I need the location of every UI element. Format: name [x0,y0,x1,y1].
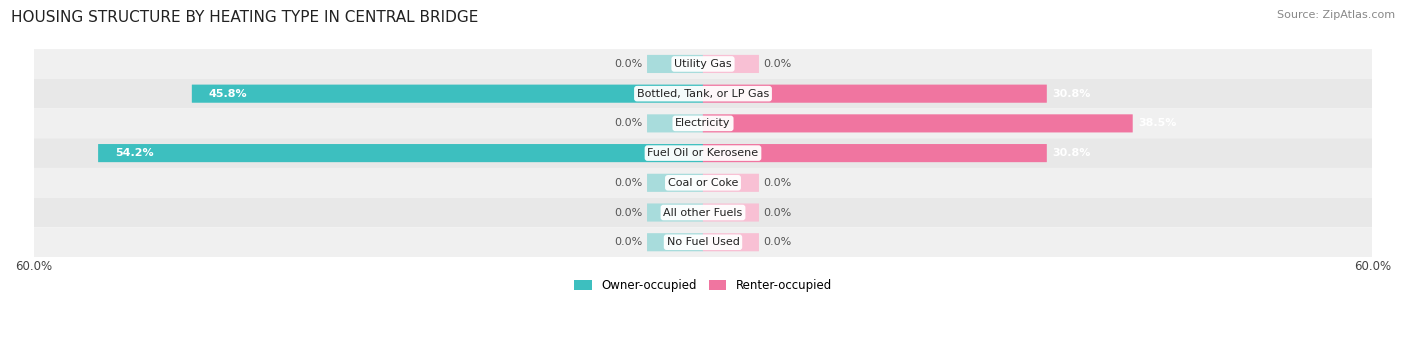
FancyBboxPatch shape [647,233,703,251]
FancyBboxPatch shape [34,138,1372,168]
Text: 54.2%: 54.2% [115,148,153,158]
Text: 38.5%: 38.5% [1137,118,1177,128]
Text: 0.0%: 0.0% [614,237,643,247]
Text: Electricity: Electricity [675,118,731,128]
Text: 0.0%: 0.0% [614,208,643,218]
FancyBboxPatch shape [34,227,1372,257]
Text: 0.0%: 0.0% [614,178,643,188]
FancyBboxPatch shape [703,114,1133,132]
FancyBboxPatch shape [703,204,759,222]
FancyBboxPatch shape [703,233,759,251]
Text: 30.8%: 30.8% [1052,89,1091,99]
Text: Fuel Oil or Kerosene: Fuel Oil or Kerosene [647,148,759,158]
Text: 0.0%: 0.0% [763,59,792,69]
FancyBboxPatch shape [34,198,1372,227]
FancyBboxPatch shape [98,144,703,162]
Legend: Owner-occupied, Renter-occupied: Owner-occupied, Renter-occupied [569,275,837,297]
FancyBboxPatch shape [703,144,1047,162]
Text: 0.0%: 0.0% [614,118,643,128]
FancyBboxPatch shape [647,55,703,73]
FancyBboxPatch shape [34,79,1372,108]
Text: Utility Gas: Utility Gas [675,59,731,69]
Text: Bottled, Tank, or LP Gas: Bottled, Tank, or LP Gas [637,89,769,99]
Text: Source: ZipAtlas.com: Source: ZipAtlas.com [1277,10,1395,20]
FancyBboxPatch shape [191,85,703,103]
FancyBboxPatch shape [34,49,1372,79]
Text: Coal or Coke: Coal or Coke [668,178,738,188]
Text: 0.0%: 0.0% [763,208,792,218]
Text: 30.8%: 30.8% [1052,148,1091,158]
FancyBboxPatch shape [703,174,759,192]
FancyBboxPatch shape [647,204,703,222]
Text: No Fuel Used: No Fuel Used [666,237,740,247]
FancyBboxPatch shape [647,114,703,132]
Text: 0.0%: 0.0% [614,59,643,69]
FancyBboxPatch shape [703,55,759,73]
Text: 45.8%: 45.8% [208,89,247,99]
Text: HOUSING STRUCTURE BY HEATING TYPE IN CENTRAL BRIDGE: HOUSING STRUCTURE BY HEATING TYPE IN CEN… [11,10,478,25]
FancyBboxPatch shape [34,168,1372,198]
FancyBboxPatch shape [34,108,1372,138]
Text: 0.0%: 0.0% [763,237,792,247]
Text: 0.0%: 0.0% [763,178,792,188]
FancyBboxPatch shape [703,85,1047,103]
Text: All other Fuels: All other Fuels [664,208,742,218]
FancyBboxPatch shape [647,174,703,192]
